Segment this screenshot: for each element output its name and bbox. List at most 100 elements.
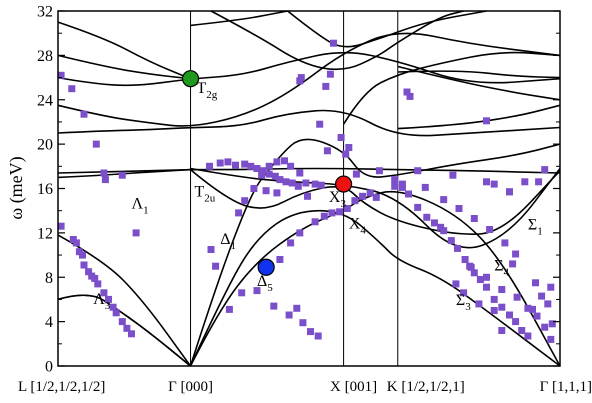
measured-point-130 [541,166,549,174]
measured-point-109 [391,176,399,184]
measured-point-112 [440,196,448,204]
measured-point-71 [336,208,344,216]
measured-point-76 [372,193,380,201]
measured-point-108 [524,332,532,340]
measured-point-60 [307,328,314,336]
measured-point-16 [112,309,120,317]
dispersion-curve-15 [190,10,288,27]
measured-point-96 [447,237,455,245]
xtick-label-3: K [1/2,1/2,1] [387,379,465,395]
measured-point-78 [352,170,360,178]
ytick-label-0: 0 [45,359,53,376]
measured-point-64 [253,287,261,295]
measured-point-73 [351,197,359,205]
measured-point-35 [276,176,284,184]
xtick-label-2: X [001] [330,379,377,395]
measured-point-20 [92,140,100,148]
measured-point-65 [276,256,284,263]
measured-point-19 [128,330,135,338]
measured-point-107 [518,327,526,334]
ytick-label-12: 12 [37,225,53,242]
measured-point-80 [326,70,334,78]
measured-point-142 [475,300,483,308]
dispersion-curve-1 [57,294,192,367]
measured-point-147 [414,167,422,175]
measured-point-74 [359,192,367,200]
x-axis: L [1/2,1/2,1/2] Γ [000] X [001] K [1/2,1/2,… [18,379,592,395]
measured-point-34 [271,172,279,180]
measured-point-150 [506,188,513,196]
measured-point-85 [337,134,345,141]
measured-point-84 [316,120,324,128]
measured-point-81 [330,39,337,47]
measured-point-75 [366,189,374,197]
measured-point-83 [297,74,305,82]
measured-point-50 [265,162,273,170]
measured-point-58 [293,304,301,312]
measured-point-66 [287,239,295,247]
measured-points [57,39,556,343]
dispersion-curve-8 [57,32,561,127]
measured-point-139 [538,292,546,300]
annotation-X3: X3 [329,189,347,210]
measured-point-26 [216,159,224,167]
measured-point-93 [431,219,438,227]
measured-point-87 [342,150,350,158]
measured-point-102 [483,283,490,291]
measured-point-57 [285,311,293,319]
measured-point-90 [405,190,412,198]
ytick-label-4: 4 [45,314,53,331]
ytick-label-16: 16 [37,181,53,198]
annotation-Sigma4: Σ4 [494,258,509,279]
annotation-Lambda3: Λ3 [93,291,111,312]
measured-point-120 [498,286,506,293]
measured-point-98 [461,256,469,263]
ytick-label-24: 24 [37,92,53,109]
measured-point-118 [467,263,475,271]
measured-point-121 [513,293,521,301]
measured-point-144 [498,327,506,334]
measured-point-32 [259,167,267,175]
measured-point-45 [212,262,220,270]
annotation-Sigma1: Σ1 [528,217,543,238]
measured-point-124 [541,323,549,331]
measured-point-67 [296,229,304,237]
measured-point-92 [423,213,431,221]
measured-point-38 [294,182,302,190]
measured-point-55 [304,192,311,200]
measured-point-61 [314,332,322,340]
measured-point-40 [311,180,319,188]
measured-point-126 [490,180,498,188]
highlight-points [181,70,353,276]
measured-point-116 [501,239,509,247]
measured-point-7 [79,251,86,259]
measured-point-97 [454,244,461,252]
dispersion-curve-17 [287,10,487,48]
dispersion-curve-19 [397,70,561,79]
measured-point-70 [328,209,336,217]
measured-point-114 [470,215,478,222]
annotation-T2g: T2g [197,80,218,101]
measured-point-39 [302,179,310,187]
measured-point-44 [207,246,215,253]
measured-point-30 [247,162,255,170]
dispersion-curve-5 [57,51,561,87]
measured-point-48 [250,185,258,192]
annotation-Lambda1: Λ1 [132,196,149,217]
measured-point-56 [270,302,278,310]
measured-point-41 [317,181,325,189]
measured-point-113 [455,205,463,212]
measured-point-12 [94,280,102,288]
measured-point-125 [547,335,555,343]
dispersion-curve-9 [57,109,561,137]
measured-point-21 [100,169,108,177]
measured-point-95 [440,227,448,235]
annotation-T2u: T2u [195,183,216,204]
measured-point-25 [206,162,213,170]
measured-point-79 [322,82,330,90]
measured-point-3 [57,222,65,230]
dispersion-curve-10 [189,209,561,367]
measured-point-9 [85,268,93,276]
dispersion-curve-16 [210,10,464,71]
